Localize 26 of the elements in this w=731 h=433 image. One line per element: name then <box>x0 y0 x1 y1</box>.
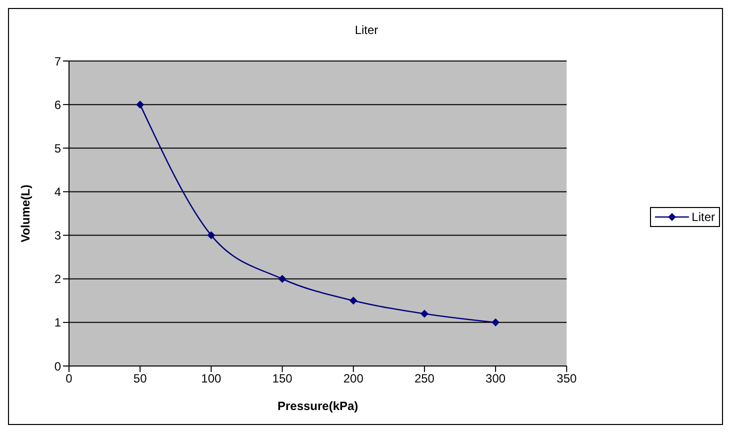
point <box>420 310 428 318</box>
x-tick-label: 250 <box>414 372 435 386</box>
chart-title: Liter <box>354 23 380 37</box>
y-tick-label: 1 <box>54 316 62 330</box>
y-tick-label: 3 <box>54 228 62 243</box>
y-tick-label: 2 <box>54 272 62 286</box>
x-tick-label: 200 <box>343 372 364 386</box>
y-tick-label: 4 <box>54 184 62 199</box>
x-tick-label: 50 <box>133 372 148 386</box>
x-tick-label: 100 <box>201 372 222 386</box>
y-axis-title: Volume(L) <box>18 184 32 242</box>
x-tick-label: 300 <box>486 372 506 386</box>
x-tick-label: 0 <box>66 372 73 386</box>
x-tick-label: 150 <box>272 372 293 386</box>
y-tick-label: 7 <box>54 54 62 68</box>
point <box>349 296 358 305</box>
point <box>207 231 216 240</box>
y-tick-label: 6 <box>54 98 62 112</box>
x-axis-title: Pressure(kPa) <box>277 399 358 413</box>
point <box>492 318 500 326</box>
legend-label: Liter <box>692 210 715 224</box>
point <box>136 100 144 109</box>
x-tick-label: 350 <box>556 372 577 386</box>
y-tick-label: 0 <box>54 359 62 374</box>
point <box>278 274 286 283</box>
y-tick-label: 5 <box>54 141 62 156</box>
